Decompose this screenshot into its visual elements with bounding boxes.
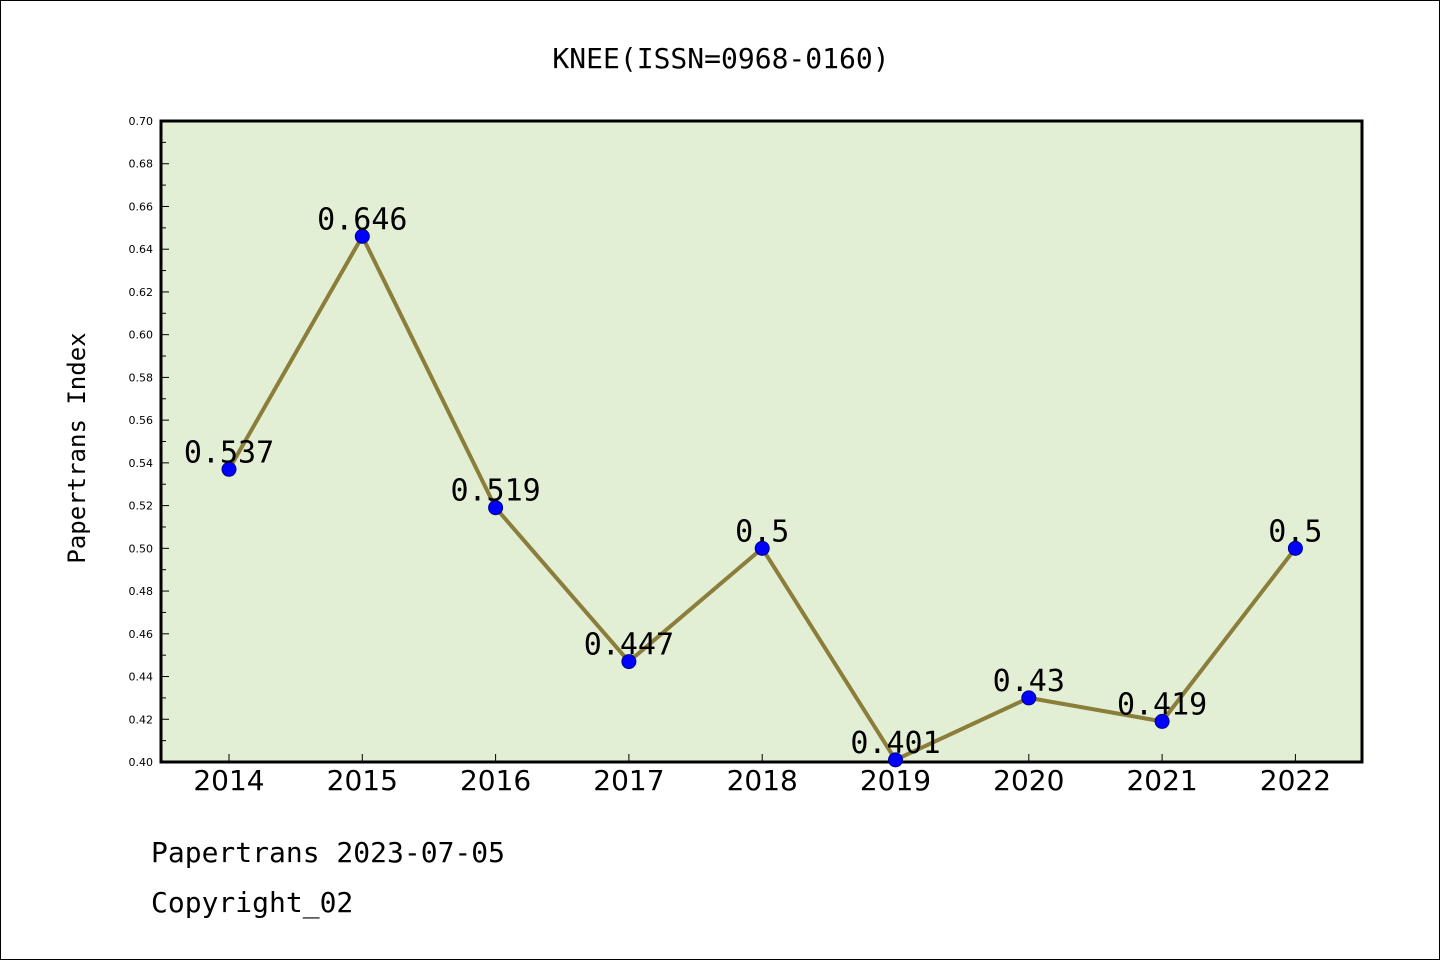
x-tick-label: 2019 — [860, 764, 931, 797]
y-tick-label: 0.60 — [129, 329, 154, 342]
y-tick-label: 0.40 — [129, 756, 154, 769]
footer-copyright-text: Copyright_02 — [151, 886, 354, 919]
x-tick-label: 2014 — [193, 764, 264, 797]
y-tick-label: 0.54 — [129, 457, 154, 470]
x-axis: 2014 2015 2016 2017 2018 2019 2020 2021 2022 — [193, 754, 1331, 797]
x-tick-label: 2017 — [593, 764, 664, 797]
x-tick-label: 2015 — [327, 764, 398, 797]
y-axis: 0.40 0.42 0.44 0.46 0.48 0.50 0.52 0.54 0.56 0.58… — [129, 115, 169, 769]
data-point — [354, 228, 370, 244]
x-tick-label: 2020 — [993, 764, 1064, 797]
data-point — [621, 654, 637, 670]
data-point — [754, 540, 770, 556]
y-tick-label: 0.52 — [129, 500, 154, 513]
x-tick-label: 2018 — [727, 764, 798, 797]
y-tick-label: 0.70 — [129, 115, 154, 128]
data-labels-layer: 0.537 0.646 0.519 0.447 0.5 0.401 0.43 0.419 0.5 — [184, 202, 1323, 760]
data-label: 0.646 — [317, 202, 407, 237]
data-label: 0.5 — [735, 514, 789, 549]
x-tick-label: 2016 — [460, 764, 531, 797]
x-tick-label: 2021 — [1126, 764, 1197, 797]
data-label: 0.43 — [993, 664, 1065, 699]
y-tick-label: 0.42 — [129, 713, 154, 726]
y-tick-label: 0.66 — [129, 200, 154, 213]
y-tick-label: 0.62 — [129, 286, 154, 299]
data-point — [1154, 713, 1170, 729]
plot-area — [159, 119, 1364, 764]
data-label: 0.447 — [584, 628, 674, 663]
data-point — [1021, 690, 1037, 706]
chart-title: KNEE(ISSN=0968-0160) — [552, 42, 889, 75]
y-tick-label: 0.50 — [129, 542, 154, 555]
data-label: 0.419 — [1117, 687, 1207, 722]
data-label: 0.5 — [1268, 514, 1322, 549]
data-point — [1287, 540, 1303, 556]
y-tick-label: 0.48 — [129, 585, 154, 598]
y-tick-label: 0.44 — [129, 671, 154, 684]
data-label: 0.519 — [450, 474, 540, 509]
y-tick-label: 0.46 — [129, 628, 154, 641]
y-axis-label: Papertrans Index — [63, 332, 91, 563]
markers-layer — [221, 228, 1303, 768]
y-tick-label: 0.64 — [129, 243, 154, 256]
data-point — [221, 461, 237, 477]
y-tick-label: 0.56 — [129, 414, 154, 427]
data-label: 0.401 — [850, 726, 940, 761]
y-tick-label: 0.68 — [129, 158, 154, 171]
data-point — [888, 752, 903, 768]
footer-date-text: Papertrans 2023-07-05 — [151, 836, 506, 869]
x-tick-label: 2022 — [1260, 764, 1331, 797]
data-point — [488, 500, 504, 516]
y-tick-label: 0.58 — [129, 371, 154, 384]
data-label: 0.537 — [184, 435, 274, 470]
